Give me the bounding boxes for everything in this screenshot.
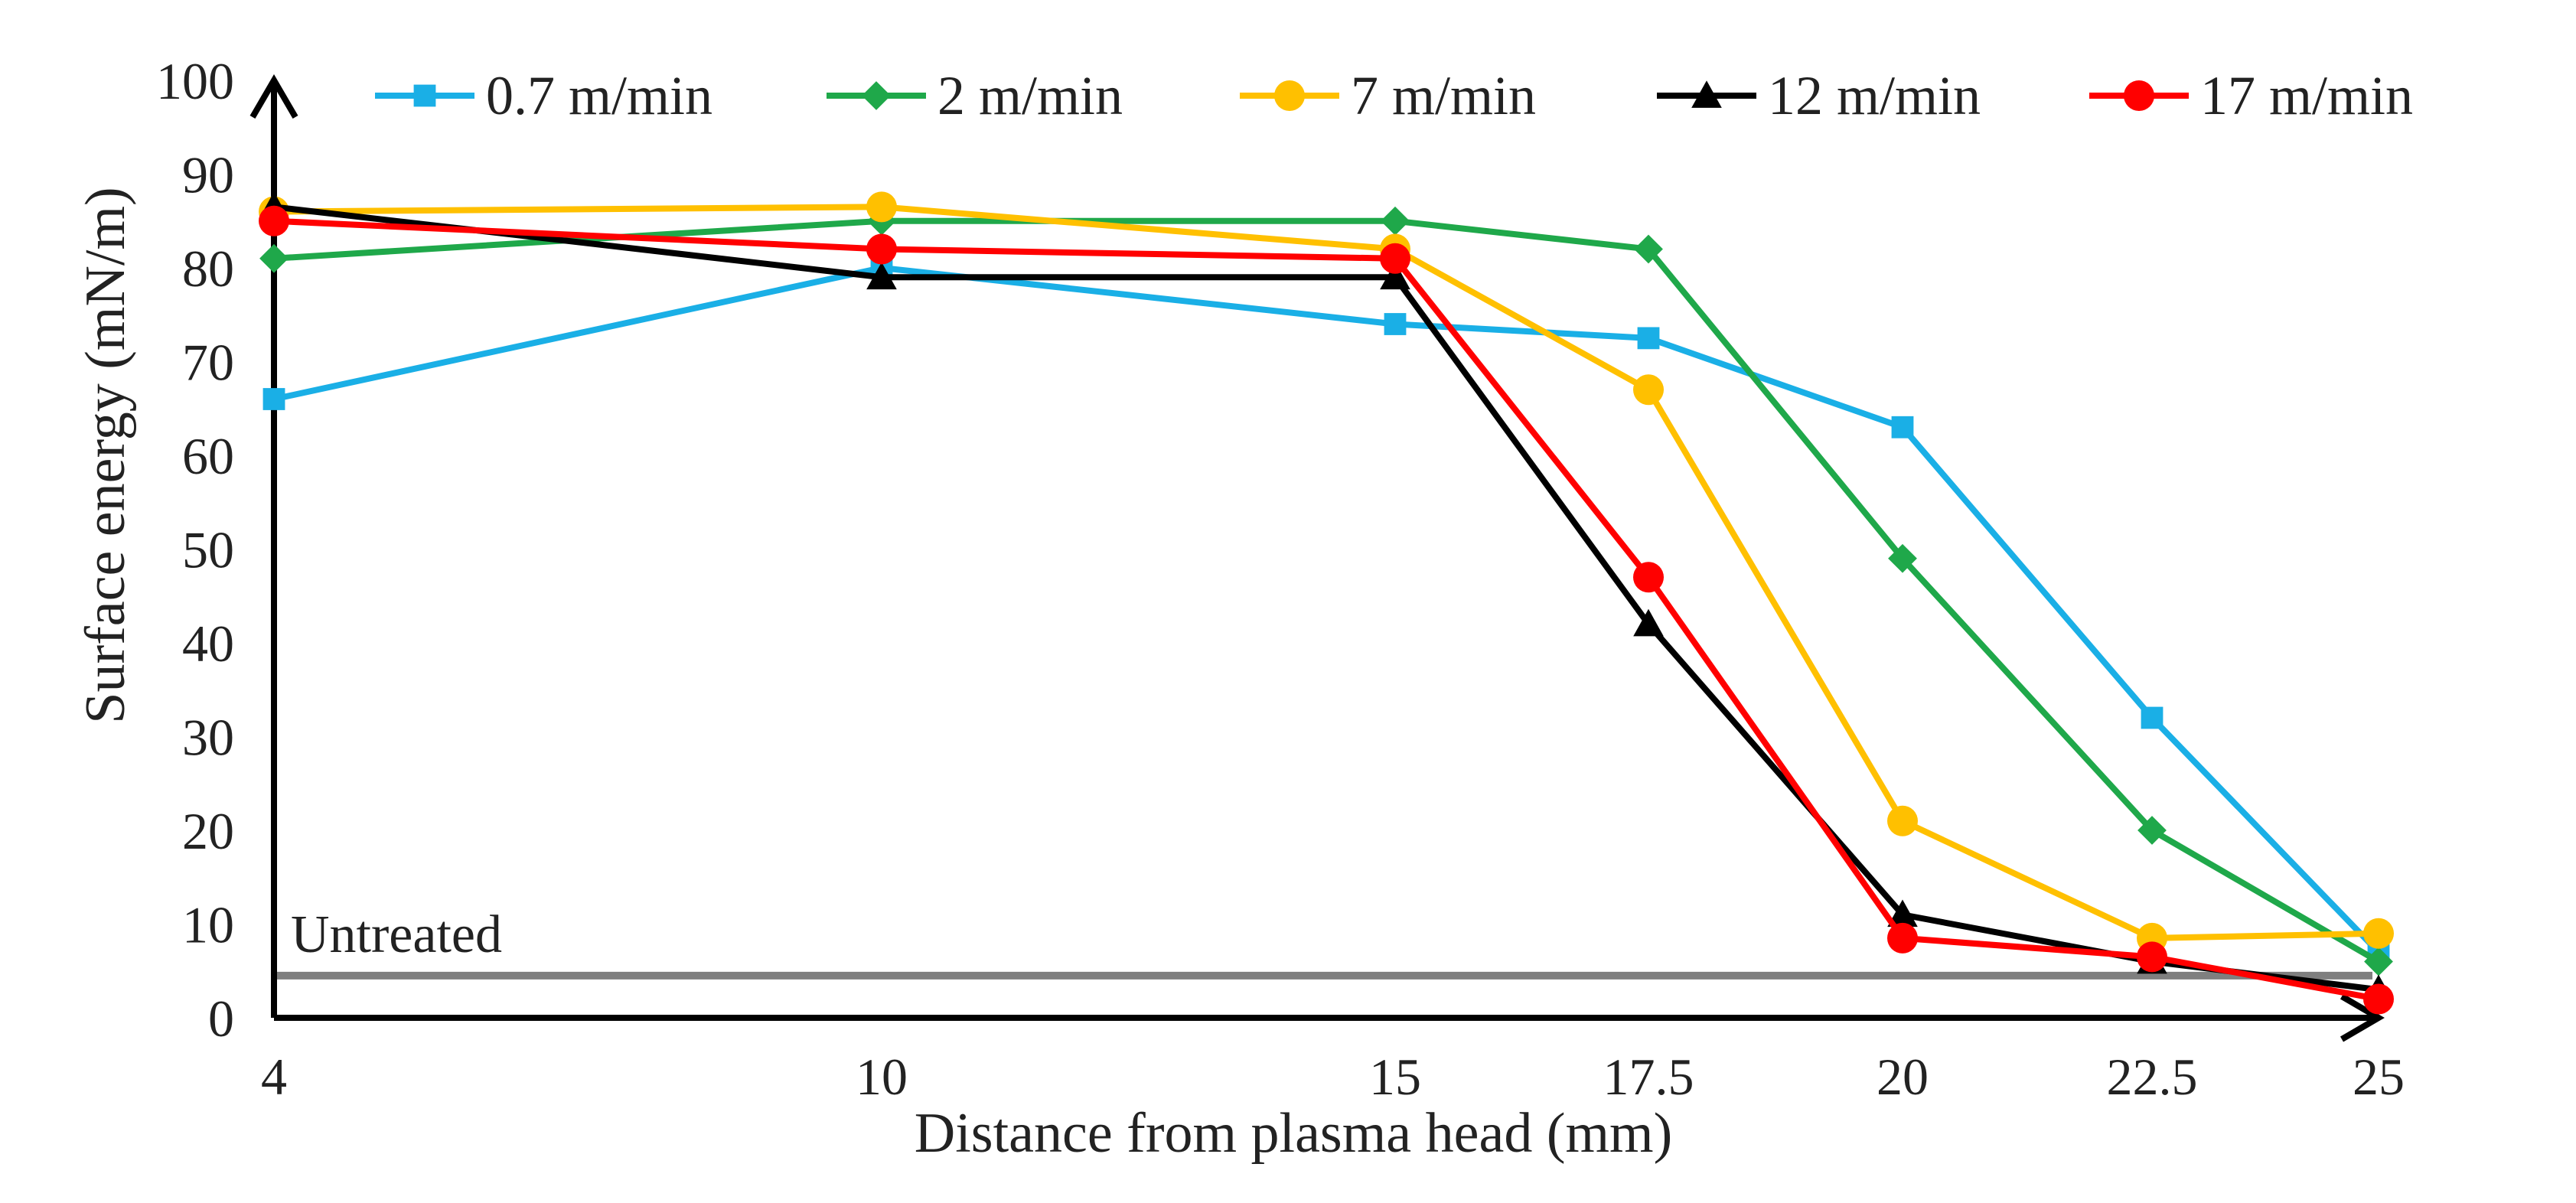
x-tick-label: 17.5 [1603,1048,1694,1106]
y-tick-label: 30 [182,709,234,767]
data-point [2137,816,2167,845]
data-point [1888,543,1917,573]
x-tick-label: 25 [2353,1048,2405,1106]
x-tick-label: 22.5 [2107,1048,2198,1106]
legend-entry-3: 12 m/min [1657,65,1981,126]
data-point [1380,262,1410,290]
series-2 [259,191,2394,954]
y-tick-label: 10 [182,896,234,954]
data-point [1891,416,1914,438]
x-tick-label: 4 [261,1048,287,1106]
data-point [866,233,897,265]
series-0 [262,256,2390,963]
data-point [1634,234,1663,264]
y-tick-label: 70 [182,334,234,392]
legend-entry-1: 2 m/min [827,65,1123,126]
data-point [1384,313,1407,335]
y-tick-label: 0 [208,989,234,1048]
data-point [1887,899,1918,928]
x-tick-label: 20 [1877,1048,1929,1106]
legend: 0.7 m/min 2 m/min 7 m/min 12 m/min 17 m/min [375,65,2413,126]
legend-label: 17 m/min [2200,65,2413,126]
legend-entry-4: 17 m/min [2089,65,2413,126]
legend-entry-2: 7 m/min [1240,65,1536,126]
y-tick-label: 60 [182,427,234,485]
legend-label: 2 m/min [937,65,1123,126]
data-point [1633,374,1664,406]
series-3 [259,191,2394,1002]
data-point [1887,922,1918,954]
y-tick-label: 90 [182,146,234,204]
series-group [259,191,2394,1015]
x-tick-label: 15 [1369,1048,1421,1106]
data-point [262,388,285,410]
legend-marker [1691,80,1722,108]
y-tick-label: 40 [182,615,234,673]
untreated-label: Untreated [291,905,502,964]
data-point [1887,805,1918,836]
data-point [259,243,289,273]
legend-label: 0.7 m/min [486,65,712,126]
data-point [2363,918,2394,949]
ticks-group: 0 10 20 30 40 50 60 70 80 90 100 4 10 15 17.5 20 22.5 25 [156,52,2405,1106]
data-point [1381,206,1410,236]
y-tick-label: 20 [182,802,234,860]
x-tick-label: 10 [856,1048,908,1106]
legend-marker [2124,80,2154,111]
data-point [866,191,897,223]
y-tick-label: 50 [182,521,234,579]
data-point [2141,706,2164,729]
legend-entry-0: 0.7 m/min [375,65,712,126]
x-axis-arrow [2340,993,2385,1042]
y-axis-arrow [249,74,298,119]
series-line [273,265,2381,955]
x-axis-title: Distance from plasma head (mm) [915,1102,1672,1165]
legend-label: 12 m/min [1768,65,1981,126]
legend-marker [862,81,891,110]
data-point [866,262,897,290]
data-point [259,205,289,236]
series-line [273,204,2379,993]
data-point [1637,327,1660,350]
data-point [2137,941,2167,973]
data-point [2364,947,2393,976]
y-tick-label: 100 [156,52,234,110]
series-4 [259,205,2394,1015]
data-point [1633,562,1664,593]
data-point [1380,243,1410,274]
legend-label: 7 m/min [1351,65,1536,126]
y-axis-title: Surface energy (mN/m) [74,187,137,723]
data-point [1633,608,1664,637]
series-1 [259,206,2393,976]
data-point [2363,983,2394,1015]
legend-marker [413,84,436,107]
legend-marker [1274,80,1305,111]
y-tick-label: 80 [182,240,234,298]
axes-group [249,74,2385,1042]
